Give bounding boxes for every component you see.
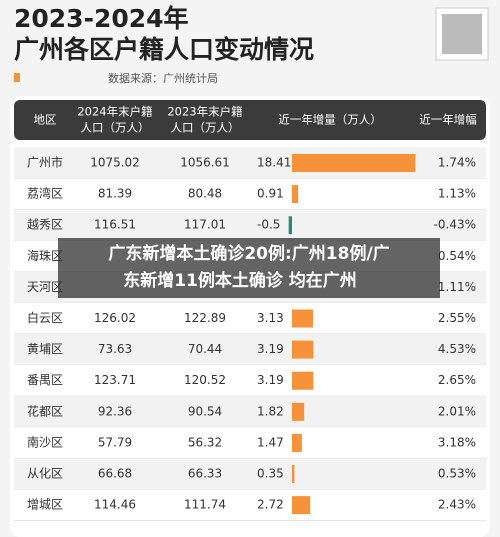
pop-2024: 92.36	[98, 404, 132, 418]
growth-rate: 1.11%	[438, 280, 476, 294]
column-header: 2023年末户籍	[167, 105, 242, 119]
increase-bar	[292, 154, 416, 172]
growth-rate: 0.54%	[438, 249, 476, 263]
increase: 18.41	[257, 156, 291, 170]
growth-rate: 3.18%	[438, 435, 476, 449]
title: 2023-2024年	[14, 4, 189, 33]
pop-2024: 114.46	[94, 498, 136, 512]
district: 白云区	[27, 310, 63, 325]
increase-bar	[292, 371, 314, 390]
source: 数据来源：广州统计局	[108, 71, 218, 85]
growth-rate: 2.43%	[438, 498, 476, 512]
pop-2023: 1056.61	[180, 156, 230, 170]
row-bg	[14, 178, 486, 210]
increase-bar	[292, 340, 314, 359]
overlay-text: 东新增11例本土确诊 均在广州	[123, 270, 357, 291]
column-header: 近一年增量（万人）	[278, 113, 382, 127]
pop-2023: 90.54	[188, 404, 222, 418]
qr-code	[435, 7, 489, 61]
marker	[14, 73, 20, 82]
column-header: 近一年增幅	[419, 113, 477, 127]
row-bg	[14, 209, 486, 241]
increase: 3.19	[257, 373, 284, 387]
increase: 3.13	[257, 311, 284, 325]
pop-2024: 66.68	[98, 467, 132, 481]
pop-2024: 1075.02	[90, 156, 140, 170]
district: 黄埔区	[27, 342, 63, 356]
overlay-box	[58, 238, 440, 298]
increase-bar	[292, 433, 302, 452]
increase-bar	[292, 496, 311, 515]
district: 荔湾区	[27, 186, 63, 201]
pop-2023: 66.33	[188, 467, 222, 481]
column-header: 人口（万人）	[81, 121, 150, 135]
overlay-text: 广东新增本土确诊20例:广州18例/广	[108, 243, 389, 264]
growth-rate: 1.13%	[438, 187, 476, 201]
increase: 0.91	[257, 187, 284, 201]
district: 南沙区	[27, 434, 63, 449]
district: 番禺区	[27, 373, 63, 387]
pop-2024: 123.71	[94, 373, 136, 387]
increase: -0.5	[257, 218, 280, 232]
column-header: 人口（万人）	[171, 121, 240, 135]
pop-2023: 56.32	[188, 435, 222, 449]
pop-2023: 70.44	[188, 342, 222, 356]
row-bg	[14, 365, 486, 397]
growth-rate: 2.65%	[438, 373, 476, 387]
growth-rate: -0.43%	[434, 218, 476, 232]
row-bg	[14, 489, 486, 521]
column-header: 地区	[34, 113, 57, 127]
pop-2023: 122.89	[184, 311, 226, 325]
increase-bar	[292, 402, 305, 421]
table-header	[14, 100, 486, 140]
pop-2023: 80.48	[188, 187, 222, 201]
pop-2023: 111.74	[184, 498, 226, 512]
row-bg	[14, 334, 486, 366]
growth-rate: 1.74%	[438, 156, 476, 170]
increase: 2.72	[257, 498, 284, 512]
pop-2024: 116.51	[94, 218, 136, 232]
row-bg	[14, 396, 486, 428]
district: 从化区	[27, 467, 63, 481]
increase: 0.35	[257, 467, 284, 481]
growth-rate: 4.53%	[438, 342, 476, 356]
increase: 1.47	[257, 435, 284, 449]
pop-2024: 73.63	[98, 342, 132, 356]
pop-2024: 126.02	[94, 311, 136, 325]
district: 天河区	[27, 280, 63, 294]
pop-2023: 117.01	[184, 218, 226, 232]
increase-bar	[292, 185, 299, 204]
row-bg	[14, 458, 486, 490]
table: 地区2024年末户籍人口（万人）2023年末户籍人口（万人）近一年增量（万人）近…	[14, 105, 486, 522]
title: 广州各区户籍人口变动情况	[14, 35, 314, 64]
pop-2024: 81.39	[98, 187, 132, 201]
pop-2023: 120.52	[184, 373, 226, 387]
growth-rate: 2.01%	[438, 404, 476, 418]
district: 越秀区	[27, 218, 63, 232]
column-header: 2024年末户籍	[77, 105, 152, 119]
district: 广州市	[27, 155, 63, 170]
increase-bar	[288, 216, 292, 235]
increase: 3.19	[257, 342, 284, 356]
pop-2024: 57.79	[98, 435, 132, 449]
district: 增城区	[27, 498, 63, 512]
district: 海珠区	[27, 248, 63, 263]
district: 花都区	[27, 403, 63, 418]
row-bg	[14, 427, 486, 459]
increase: 1.82	[257, 404, 284, 418]
increase-bar	[292, 465, 295, 483]
row-bg	[14, 302, 486, 335]
growth-rate: 2.55%	[438, 311, 476, 325]
increase-bar	[292, 309, 313, 328]
growth-rate: 0.53%	[438, 467, 476, 481]
